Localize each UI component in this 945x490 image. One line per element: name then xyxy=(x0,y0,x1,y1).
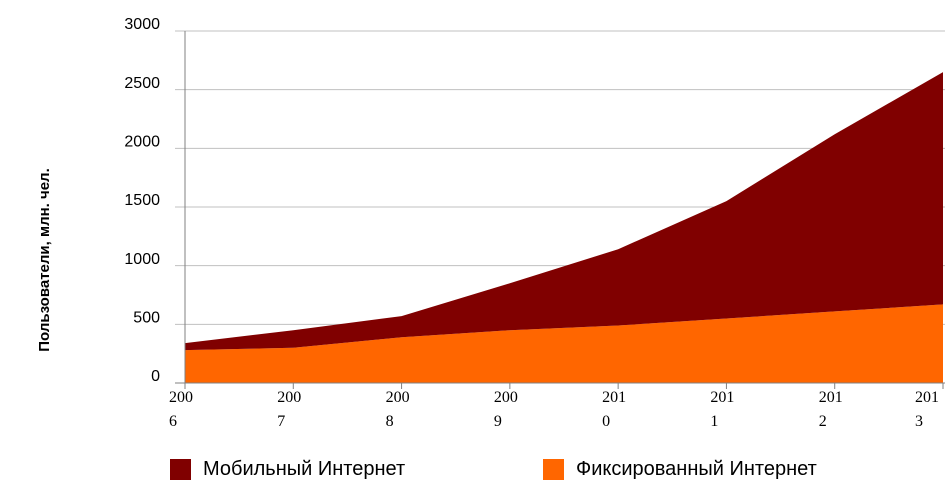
y-tick-label: 1000 xyxy=(124,251,160,268)
y-tick-label: 500 xyxy=(133,310,160,327)
x-tick-label: 2012 xyxy=(818,389,843,430)
y-tick-label: 0 xyxy=(151,368,160,385)
y-tick-label: 1500 xyxy=(124,192,160,209)
x-tick-label: 2008 xyxy=(385,389,410,430)
x-tick-label: 2010 xyxy=(602,389,627,430)
legend-label: Фиксированный Интернет xyxy=(576,458,817,480)
x-tick-label: 2007 xyxy=(277,389,302,430)
area xyxy=(185,304,943,383)
x-tick-label: 2013 xyxy=(915,389,939,430)
y-tick-label: 2500 xyxy=(124,75,160,92)
legend-item: Фиксированный Интернет xyxy=(543,458,817,481)
x-tick-label: 2011 xyxy=(710,389,735,430)
legend-item: Мобильный Интернет xyxy=(170,458,405,481)
legend-swatch xyxy=(543,459,564,480)
x-tick-label: 2009 xyxy=(493,389,518,430)
area xyxy=(185,72,943,351)
x-tick-label: 2006 xyxy=(169,389,193,430)
y-tick-label: 3000 xyxy=(124,16,160,33)
legend-swatch xyxy=(170,459,191,480)
legend-label: Мобильный Интернет xyxy=(203,458,406,480)
y-axis-label: Пользователи, млн. чел. xyxy=(36,168,53,351)
y-tick-label: 2000 xyxy=(124,134,160,151)
